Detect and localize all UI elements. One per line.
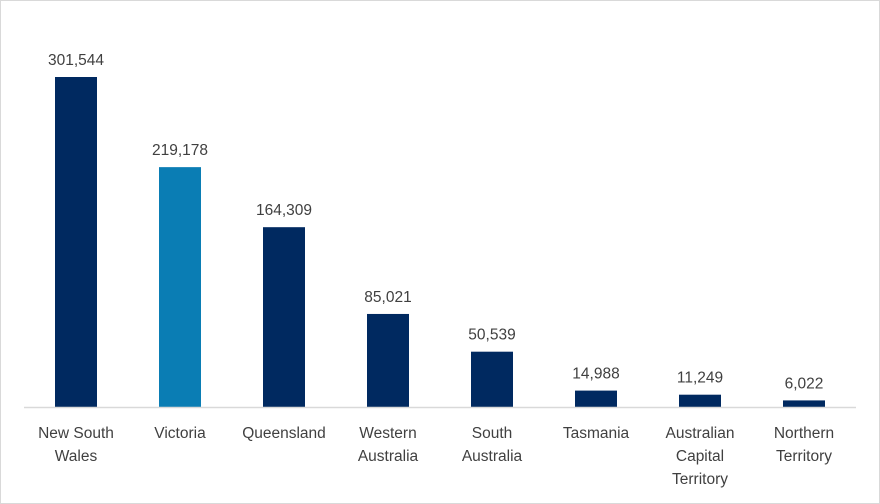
category-label: New South xyxy=(38,425,114,442)
category-label: Tasmania xyxy=(563,425,630,442)
data-label: 85,021 xyxy=(364,289,411,306)
data-label: 301,544 xyxy=(48,52,104,69)
category-label: Northern xyxy=(774,425,834,442)
category-label: Capital xyxy=(676,448,724,465)
category-label: Queensland xyxy=(242,425,326,442)
data-label: 219,178 xyxy=(152,142,208,159)
bar xyxy=(367,313,409,407)
bar xyxy=(471,351,513,407)
bar xyxy=(679,394,721,407)
data-label: 14,988 xyxy=(572,366,619,383)
data-label: 164,309 xyxy=(256,202,312,219)
category-label: Australia xyxy=(462,448,523,465)
category-label: Territory xyxy=(776,448,832,465)
category-label: Australian xyxy=(666,425,735,442)
category-label: South xyxy=(472,425,513,442)
bar xyxy=(575,390,617,407)
category-label: Australia xyxy=(358,448,419,465)
data-label: 11,249 xyxy=(677,370,723,387)
bar xyxy=(263,227,305,407)
data-label: 50,539 xyxy=(468,327,515,344)
category-label: Victoria xyxy=(154,425,206,442)
bar xyxy=(783,400,825,407)
bar xyxy=(55,77,97,407)
category-label: Wales xyxy=(55,448,98,465)
bar xyxy=(159,167,201,407)
category-label: Territory xyxy=(672,471,728,488)
data-label: 6,022 xyxy=(785,375,824,392)
category-label: Western xyxy=(359,425,416,442)
